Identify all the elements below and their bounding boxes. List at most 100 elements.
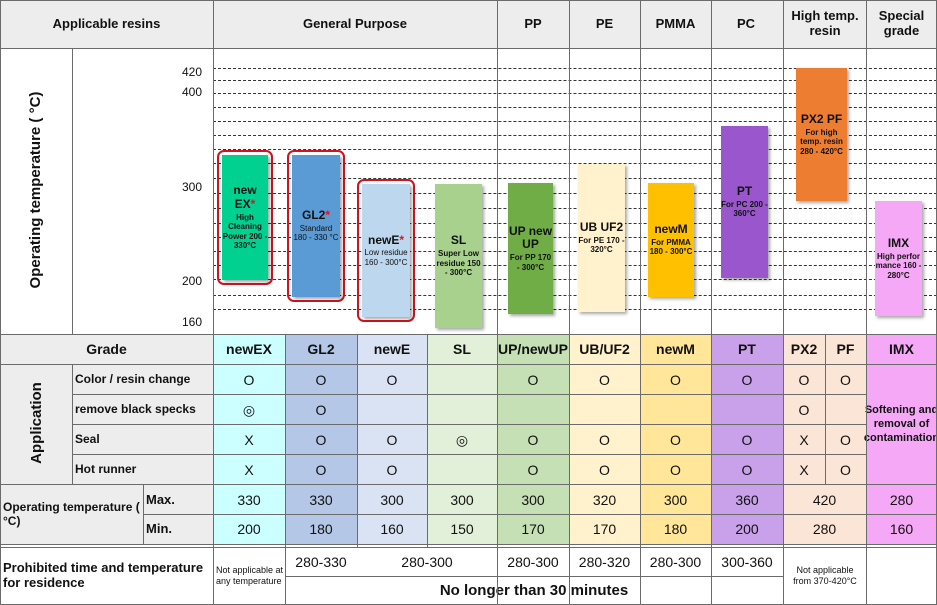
prohibited-footer: No longer than 30 minutes	[439, 581, 629, 599]
vline	[427, 334, 428, 547]
application-cell: O	[599, 371, 610, 388]
bar-desc-newex: High Cleaning Power 200 - 330°C	[222, 212, 268, 251]
application-cell: O	[315, 461, 327, 478]
bar-newex: new EX* High Cleaning Power 200 - 330°C	[222, 155, 268, 280]
grade-6: newM	[656, 341, 695, 358]
hline	[0, 48, 937, 49]
vline	[825, 334, 826, 484]
bar-up: UP new UP For PP 170 - 300°C	[508, 183, 553, 314]
asterisk-icon: *	[250, 196, 256, 211]
hline	[0, 364, 937, 365]
bar-desc-px2: For high temp. resin 280 - 420°C	[800, 127, 843, 156]
grade-7: PT	[738, 341, 756, 358]
application-cell: O	[840, 461, 851, 478]
application-cell: O	[840, 371, 851, 388]
bar-desc-gl2: Standard 180 - 330 °C	[293, 223, 339, 243]
bar-name-up: UP new UP	[508, 223, 553, 252]
application-cell: O	[243, 371, 255, 388]
vline	[72, 48, 73, 334]
application-cell: O	[527, 431, 539, 448]
optemp-max-value: 300	[450, 492, 474, 509]
application-row-label-0: Color / resin change	[75, 372, 191, 387]
bar-px2: PX2 PF For high temp. resin 280 - 420°C	[796, 68, 847, 201]
gridline	[213, 149, 937, 150]
application-cell: O	[386, 431, 398, 448]
grade-3: SL	[453, 341, 471, 358]
application-cell	[497, 395, 569, 425]
bar-desc-newe: Low residue 160 - 300°C	[364, 248, 408, 267]
bar-name-newe: newE*	[367, 232, 404, 247]
optemp-max-value: 300	[663, 492, 688, 509]
bar-desc-imx: High perfor mance 160 - 280°C	[875, 251, 922, 280]
grade-0: newEX	[226, 341, 272, 358]
header-row-bg	[0, 0, 937, 48]
gridline	[213, 68, 937, 69]
application-cell: O	[741, 461, 753, 478]
application-cell: X	[244, 431, 254, 448]
hline	[143, 514, 937, 515]
bar-desc-newm: For PMMA 180 - 300°C	[649, 237, 693, 257]
optemp-min-value: 180	[663, 521, 688, 538]
vline	[357, 334, 358, 547]
bar-desc-ub: For PE 170 - 320°C	[578, 235, 625, 255]
hline	[0, 544, 937, 545]
application-cell: O	[386, 461, 398, 478]
application-cell	[427, 455, 497, 485]
application-cell: O	[386, 371, 398, 388]
application-label: Application	[28, 382, 46, 464]
column-bg-3	[427, 335, 497, 545]
application-cell: O	[527, 461, 539, 478]
gridline	[213, 163, 937, 164]
application-cell: O	[599, 431, 610, 448]
bar-name-newm: newM	[654, 222, 688, 236]
y-tick-160: 160	[181, 315, 202, 329]
optemp-max-value: 280	[889, 492, 914, 509]
hline	[0, 484, 937, 485]
column-bg-8	[783, 335, 825, 545]
header-pc: PC	[736, 15, 756, 31]
vline	[497, 0, 498, 604]
bar-sl: SL Super Low residue 150 - 300°C	[435, 184, 482, 328]
gridline	[213, 178, 937, 179]
application-cell: X	[799, 431, 809, 448]
bar-name-ub: UB UF2	[579, 220, 624, 234]
chart-y-axis-label: Operating temperature ( °C)	[27, 91, 45, 289]
application-cell: ◎	[242, 401, 256, 418]
application-cell	[711, 395, 783, 425]
column-bg-1	[285, 335, 357, 545]
prohibited-up: 280-300	[507, 553, 559, 570]
application-cell: O	[315, 401, 327, 418]
application-cell: O	[798, 371, 810, 388]
gridline	[213, 107, 937, 108]
prohibited-gl2: 280-330	[295, 553, 347, 570]
application-cell: O	[670, 371, 681, 388]
vline	[285, 334, 286, 605]
grade-4: UP/newUP	[497, 341, 568, 358]
header-high-temp: High temp. resin	[791, 8, 859, 38]
imx-application-note: Softening and removal of contamination	[863, 404, 937, 444]
optemp-min-value: 170	[592, 521, 617, 538]
hline	[73, 424, 866, 425]
optemp-max-value: 300	[521, 492, 545, 509]
optemp-min-value: 160	[380, 521, 404, 538]
bar-desc-up: For PP 170 - 300°C	[509, 253, 552, 272]
hline	[285, 576, 783, 577]
application-cell: X	[799, 461, 809, 478]
prohibited-label: Prohibited time and temperature for resi…	[3, 560, 204, 590]
vline	[213, 0, 214, 605]
bar-imx: IMX High perfor mance 160 - 280°C	[875, 201, 922, 316]
optemp-label: Operating temperature ( °C)	[3, 500, 140, 528]
hline	[0, 547, 937, 548]
gridline	[213, 121, 937, 122]
asterisk-icon: *	[399, 232, 404, 247]
column-bg-2	[357, 335, 427, 545]
optemp-min-value: 200	[735, 521, 759, 538]
header-pp: PP	[524, 15, 542, 31]
hline	[73, 454, 866, 455]
optemp-min-value: 160	[889, 521, 914, 538]
column-bg-0	[213, 335, 285, 545]
optemp-min-label: Min.	[146, 521, 172, 537]
optemp-max-value: 420	[812, 492, 837, 509]
bar-newm: newM For PMMA 180 - 300°C	[648, 183, 694, 297]
